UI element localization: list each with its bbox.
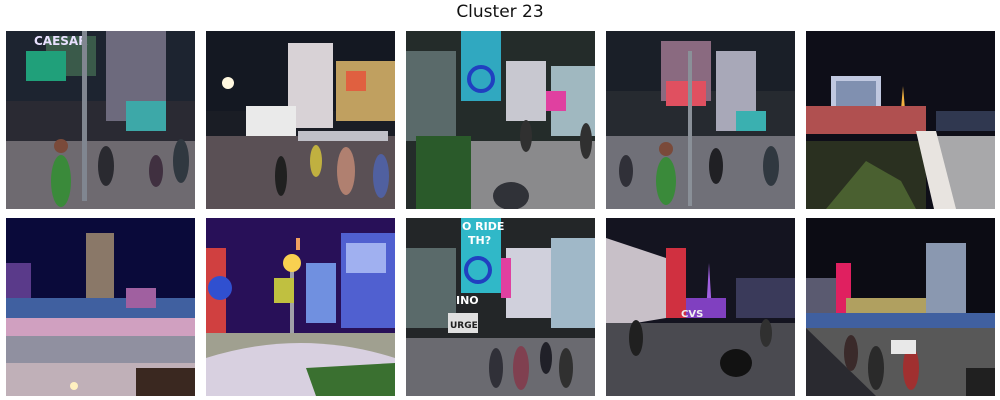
- figure-title: Cluster 23: [456, 2, 544, 22]
- sign-text-cvs: CVS: [681, 309, 703, 320]
- thumbnail-6: [6, 218, 195, 396]
- thumbnail-7: [206, 218, 395, 396]
- thumbnail-5: [806, 31, 995, 209]
- sign-text-burger: URGE: [450, 321, 478, 331]
- thumbnail-8: O RIDE TH? INO URGE: [406, 218, 595, 396]
- thumbnail-1: CAESAR: [6, 31, 195, 209]
- sign-text-ino: INO: [456, 294, 479, 307]
- billboard-text-1: O RIDE: [462, 220, 504, 233]
- image-grid: CAESAR: [6, 31, 995, 396]
- thumbnail-10: [806, 218, 995, 396]
- billboard-text-2: TH?: [468, 234, 491, 247]
- thumbnail-9: CVS: [606, 218, 795, 396]
- sign-text: CAESAR: [34, 34, 87, 48]
- thumbnail-2: [206, 31, 395, 209]
- thumbnail-4: [606, 31, 795, 209]
- thumbnail-3: [406, 31, 595, 209]
